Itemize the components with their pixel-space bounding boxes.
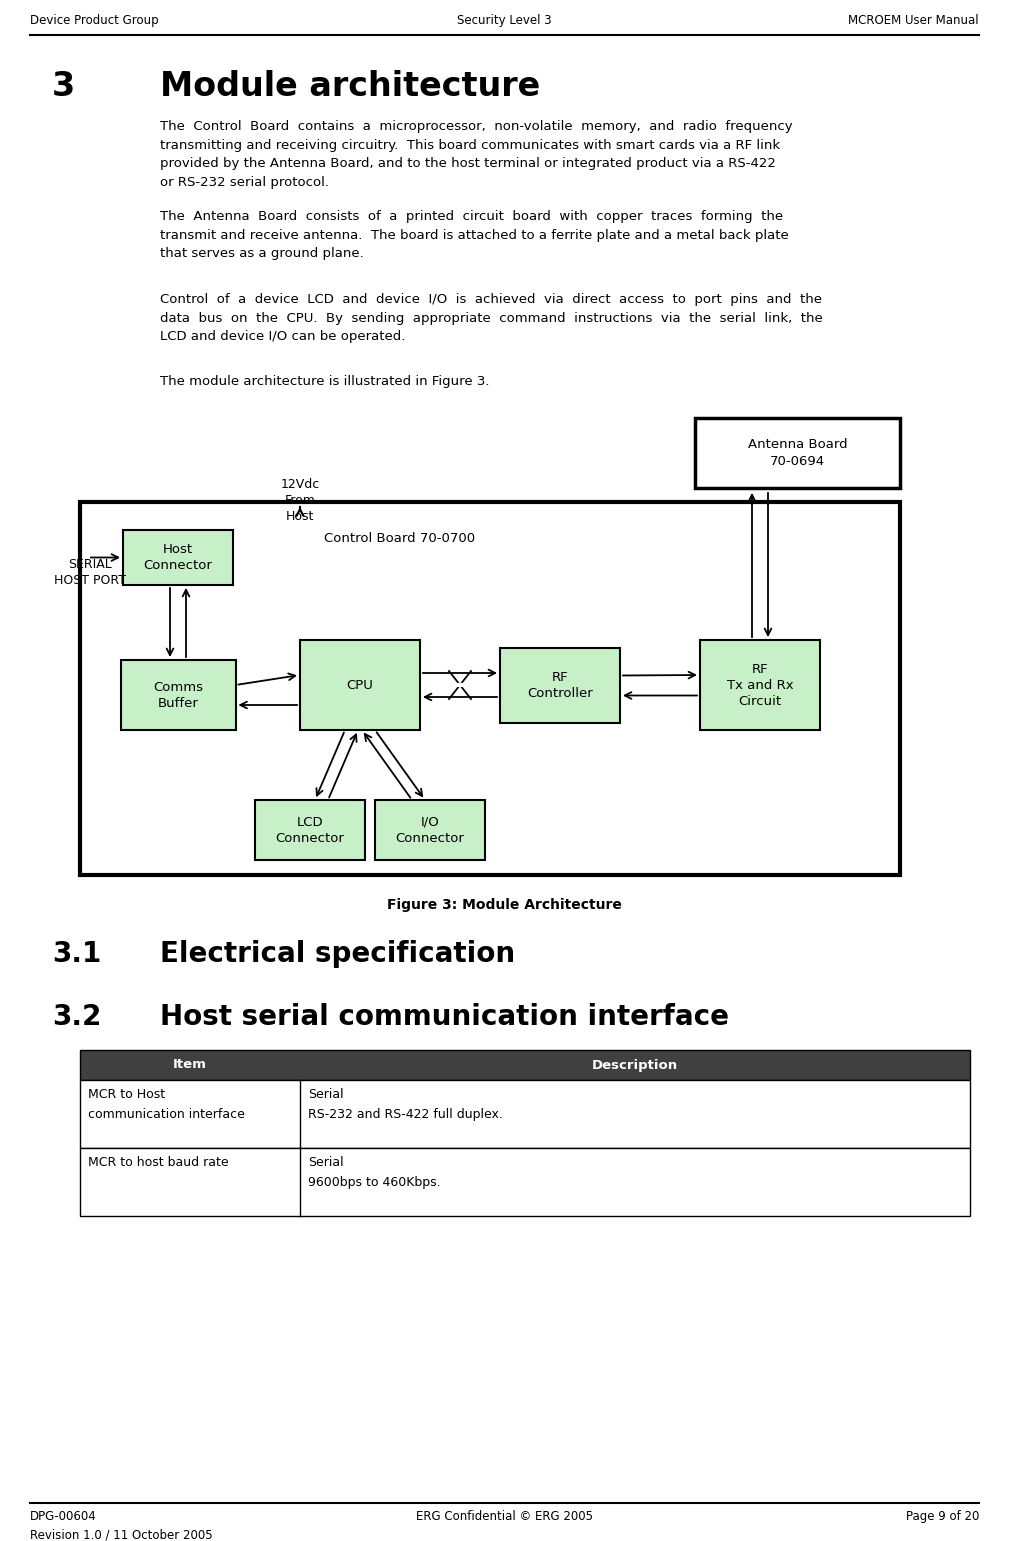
Text: ERG Confidential © ERG 2005: ERG Confidential © ERG 2005 [416,1510,592,1523]
Text: DPG-00604
Revision 1.0 / 11 October 2005: DPG-00604 Revision 1.0 / 11 October 2005 [30,1510,213,1541]
Text: The  Antenna  Board  consists  of  a  printed  circuit  board  with  copper  tra: The Antenna Board consists of a printed … [160,210,789,260]
Text: Comms
Buffer: Comms Buffer [153,681,203,709]
Text: Serial
9600bps to 460Kbps.: Serial 9600bps to 460Kbps. [308,1156,441,1190]
Text: Module architecture: Module architecture [160,69,540,103]
Text: Control  of  a  device  LCD  and  device  I/O  is  achieved  via  direct  access: Control of a device LCD and device I/O i… [160,293,822,344]
Text: RF
Controller: RF Controller [527,670,593,700]
Text: Page 9 of 20: Page 9 of 20 [906,1510,979,1523]
Bar [700,640,820,730]
Text: RF
Tx and Rx
Circuit: RF Tx and Rx Circuit [726,663,793,707]
Text: MCR to Host
communication interface: MCR to Host communication interface [88,1088,245,1120]
Text: MCROEM User Manual: MCROEM User Manual [849,14,979,28]
Bar [80,1148,970,1216]
Text: 3.2: 3.2 [52,1003,101,1031]
Text: Description: Description [592,1059,678,1071]
Bar [123,530,233,586]
Bar [300,640,420,730]
Bar [80,1049,970,1080]
Text: Host
Connector: Host Connector [143,542,213,572]
Text: 3: 3 [52,69,76,103]
Bar [80,1080,970,1148]
Bar [80,502,900,875]
Bar [500,649,620,723]
Text: CPU: CPU [346,678,373,692]
Text: LCD
Connector: LCD Connector [275,815,344,844]
Text: 3.1: 3.1 [52,940,101,968]
Text: Device Product Group: Device Product Group [30,14,158,28]
Text: The module architecture is illustrated in Figure 3.: The module architecture is illustrated i… [160,374,489,388]
Text: Figure 3: Module Architecture: Figure 3: Module Architecture [386,898,622,912]
Text: Host serial communication interface: Host serial communication interface [160,1003,728,1031]
Bar [695,418,900,488]
Text: 12Vdc
From
Host: 12Vdc From Host [281,478,320,522]
Text: Security Level 3: Security Level 3 [457,14,551,28]
Text: Serial
RS-232 and RS-422 full duplex.: Serial RS-232 and RS-422 full duplex. [308,1088,502,1120]
Text: MCR to host baud rate: MCR to host baud rate [88,1156,229,1170]
Text: I/O
Connector: I/O Connector [396,815,464,844]
Text: SERIAL
HOST PORT: SERIAL HOST PORT [54,558,126,587]
Bar [375,800,485,860]
Text: Item: Item [174,1059,207,1071]
Bar [120,660,235,730]
Text: Control Board 70-0700: Control Board 70-0700 [325,532,475,546]
Text: The  Control  Board  contains  a  microprocessor,  non-volatile  memory,  and  r: The Control Board contains a microproces… [160,120,793,188]
Text: Electrical specification: Electrical specification [160,940,516,968]
Text: Antenna Board
70-0694: Antenna Board 70-0694 [748,438,848,468]
Bar [255,800,365,860]
